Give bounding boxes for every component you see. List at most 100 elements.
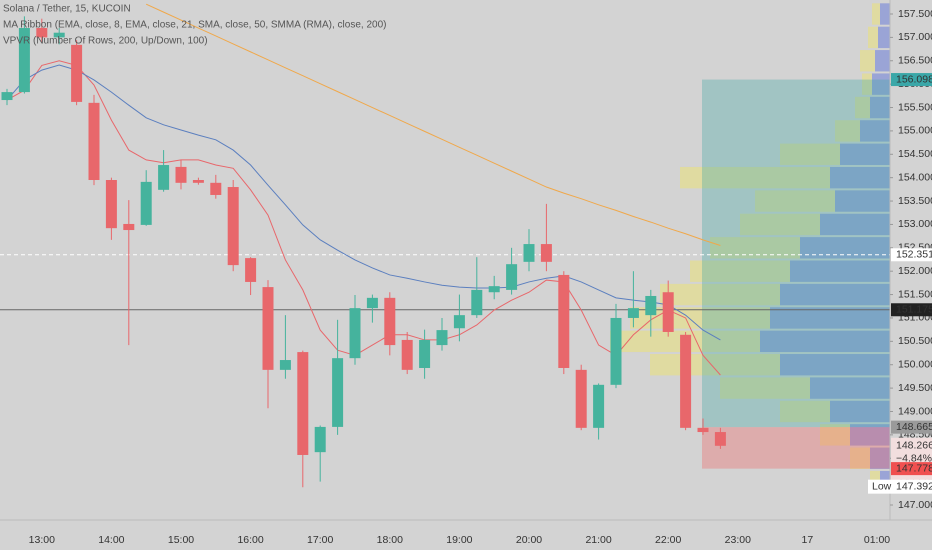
volume-down-bar <box>720 377 810 399</box>
x-tick-label: 13:00 <box>29 534 55 546</box>
current-price: 148.266 <box>896 440 932 452</box>
volume-up-bar <box>872 73 890 95</box>
x-tick-label: 19:00 <box>446 534 472 546</box>
candle-body <box>71 44 83 102</box>
y-tick-label: 156.500 <box>898 55 932 67</box>
moving-average-line <box>6 64 721 341</box>
y-tick-label: 149.000 <box>898 405 932 417</box>
volume-down-bar <box>780 400 830 423</box>
y-tick-label: 147.000 <box>898 499 932 511</box>
low-name: Low <box>872 480 892 492</box>
x-tick-label: 23:00 <box>725 534 751 546</box>
volume-down-bar <box>862 73 872 95</box>
volume-down-bar <box>690 260 790 282</box>
candle-body <box>645 295 657 316</box>
volume-down-bar <box>868 26 878 49</box>
candle-body <box>227 187 239 266</box>
candle-body <box>384 297 396 346</box>
candle-body <box>279 360 291 370</box>
volume-down-bar <box>680 166 830 189</box>
y-tick-label: 157.500 <box>898 8 932 20</box>
moving-average-line <box>145 3 721 246</box>
volume-up-bar <box>790 260 890 282</box>
x-tick-label: 16:00 <box>237 534 263 546</box>
x-tick-label: 18:00 <box>377 534 403 546</box>
volume-down-bar <box>835 120 860 142</box>
entry-label: 148.665 <box>896 421 932 433</box>
y-tick-label: 151.500 <box>898 288 932 300</box>
candle-body <box>714 432 726 446</box>
candle-body <box>627 308 639 318</box>
volume-down-bar <box>780 143 840 165</box>
volume-down-bar <box>860 50 875 72</box>
current-change: −4.84% <box>896 453 932 465</box>
y-tick-label: 154.500 <box>898 148 932 160</box>
volume-down-bar <box>855 96 870 119</box>
line-label-bg <box>891 303 932 317</box>
indicator-legend: VPVR (Number Of Rows, 200, Up/Down, 100) <box>3 36 208 47</box>
volume-up-bar <box>800 237 890 259</box>
candle-body <box>610 317 622 385</box>
moving-average-line <box>6 60 721 376</box>
target-label-bg <box>891 73 932 87</box>
volume-up-bar <box>870 447 890 469</box>
candle-body <box>158 165 170 190</box>
volume-up-bar <box>875 50 890 72</box>
line-label-bg <box>891 248 932 262</box>
y-tick-label: 152.000 <box>898 265 932 277</box>
volume-up-bar <box>870 96 890 119</box>
candle-body <box>680 334 692 428</box>
volume-up-bar <box>830 400 890 423</box>
x-tick-label: 20:00 <box>516 534 542 546</box>
volume-up-bar <box>878 26 890 49</box>
stop-zone <box>702 427 890 469</box>
candle-body <box>245 258 257 282</box>
candle-body <box>488 286 500 293</box>
stop-label: 147.778 <box>896 462 932 474</box>
chart-title: Solana / Tether, 15, KUCOIN <box>3 4 131 15</box>
volume-down-bar <box>755 190 835 212</box>
candle-body <box>18 28 30 93</box>
candle-body <box>558 274 570 368</box>
line-label: 151.175 <box>896 304 932 316</box>
candle-body <box>349 308 361 359</box>
volume-up-bar <box>810 377 890 399</box>
y-tick-label: 150.000 <box>898 358 932 370</box>
volume-up-bar <box>880 3 890 25</box>
low-bg <box>868 479 932 494</box>
y-tick-label: 149.500 <box>898 382 932 394</box>
volume-down-bar <box>660 283 780 306</box>
volume-down-bar <box>872 3 880 25</box>
volume-up-bar <box>820 213 890 236</box>
candle-body <box>297 352 309 455</box>
volume-up-bar <box>780 283 890 306</box>
candle-body <box>262 287 274 370</box>
candle-body <box>523 244 535 262</box>
candle-body <box>1 92 13 101</box>
stop-label-bg <box>891 462 932 476</box>
y-tick-label: 154.000 <box>898 171 932 183</box>
target-zone <box>702 79 890 428</box>
volume-down-bar <box>710 237 800 259</box>
candle-body <box>210 182 222 195</box>
x-tick-label: 21:00 <box>585 534 611 546</box>
candle-body <box>453 315 465 329</box>
candle-body <box>575 369 587 428</box>
volume-up-bar <box>840 143 890 165</box>
candle-body <box>506 264 518 290</box>
x-tick-label: 22:00 <box>655 534 681 546</box>
low-value: 147.392 <box>896 480 932 492</box>
candle-body <box>471 289 483 316</box>
candle-body <box>662 292 674 332</box>
candle-body <box>192 180 204 183</box>
volume-up-bar <box>860 120 890 142</box>
candle-body <box>697 427 709 433</box>
candle-body <box>314 426 326 453</box>
volume-down-bar <box>820 424 850 446</box>
volume-up-bar <box>770 307 890 329</box>
y-tick-label: 153.500 <box>898 195 932 207</box>
candle-body <box>105 180 117 229</box>
volume-down-bar <box>740 213 820 236</box>
